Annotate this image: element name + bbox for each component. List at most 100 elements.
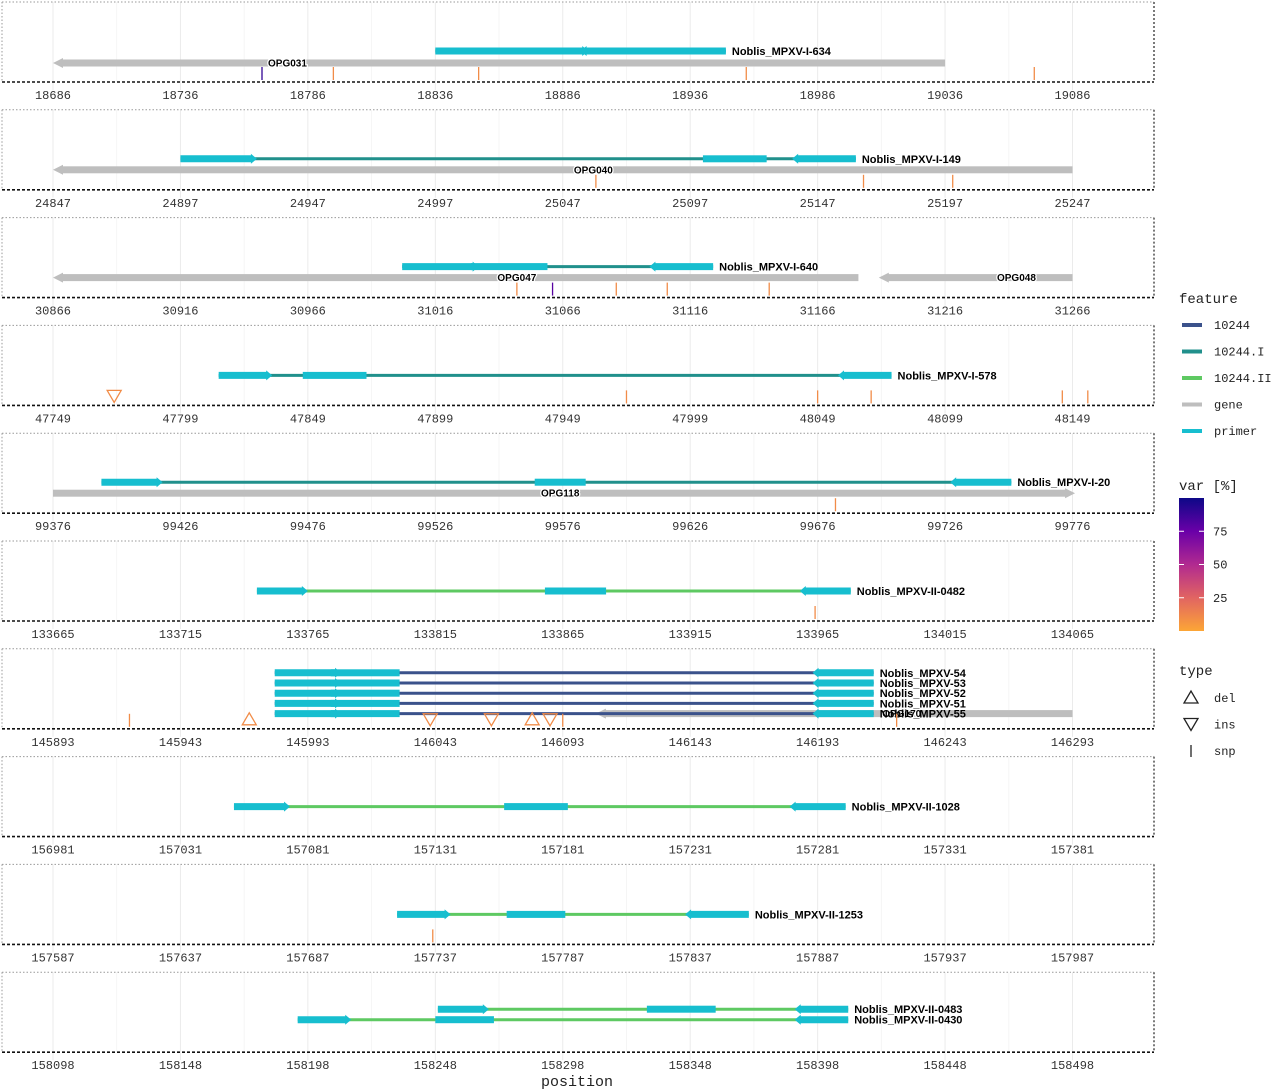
primer-reverse xyxy=(799,586,851,596)
primer-forward xyxy=(274,667,342,678)
tick-label: 134015 xyxy=(923,628,966,642)
amplicon-Noblis_MPXV-54: Noblis_MPXV-54 xyxy=(274,667,967,680)
tick-label: 158298 xyxy=(541,1059,584,1073)
tick-label: 133765 xyxy=(286,628,329,642)
primer-internal xyxy=(702,155,767,163)
tick-label: 157637 xyxy=(159,951,202,965)
amplicon-label: Noblis_MPXV-II-1253 xyxy=(755,909,863,921)
tick-label: 30966 xyxy=(290,305,326,319)
panel-frame xyxy=(1,971,1155,1053)
tick-label: 47799 xyxy=(162,412,198,426)
variant-ins xyxy=(541,713,559,728)
tick-label: 18936 xyxy=(672,89,708,103)
primer-internal xyxy=(330,699,400,707)
tick-label: 25197 xyxy=(927,197,963,211)
amplicon-label: Noblis_MPXV-II-0430 xyxy=(854,1015,962,1027)
tick-label: 145993 xyxy=(286,736,329,750)
tick-label: 157131 xyxy=(414,844,457,858)
tick-label: 31066 xyxy=(545,305,581,319)
tick-label: 158248 xyxy=(414,1059,457,1073)
amplicon-Noblis_MPXV-I-634: Noblis_MPXV-I-634 xyxy=(435,46,832,58)
tick-label: 47749 xyxy=(35,412,71,426)
primer-internal xyxy=(330,679,400,687)
panel-frame xyxy=(1,756,1155,838)
amplicon-Noblis_MPXV-II-0482: Noblis_MPXV-II-0482 xyxy=(256,586,965,598)
amplicon-label: Noblis_MPXV-II-0483 xyxy=(854,1004,962,1016)
panel-9: 157587 157637 157687 157737 157787 157837 1578… xyxy=(1,863,1155,965)
amplicon-label: Noblis_MPXV-I-640 xyxy=(719,262,818,274)
gene-label: OPG047 xyxy=(497,273,536,284)
colorbar-tick-label: 50 xyxy=(1213,559,1227,573)
tick-label: 30866 xyxy=(35,305,71,319)
panel-frame xyxy=(1,1,1155,83)
legend-label-snp: snp xyxy=(1214,745,1236,759)
primer-internal xyxy=(506,910,566,918)
tick-label: 145893 xyxy=(31,736,74,750)
primer-reverse xyxy=(838,370,892,381)
gene-bar xyxy=(61,59,946,67)
gene-arrowhead xyxy=(53,58,63,68)
variant-ins xyxy=(422,713,439,728)
legend-label-del: del xyxy=(1214,692,1236,706)
tick-label: 47899 xyxy=(417,412,453,426)
tick-label: 31016 xyxy=(417,305,453,319)
tick-label: 24847 xyxy=(35,197,71,211)
tick-label: 157787 xyxy=(541,951,584,965)
gene-OPG118: OPG118 xyxy=(53,487,1076,501)
tick-label: 133915 xyxy=(669,628,712,642)
tick-label: 158348 xyxy=(669,1059,712,1073)
tick-label: 25147 xyxy=(800,197,836,211)
tick-label: 18686 xyxy=(35,89,71,103)
amplicon-label: Noblis_MPXV-52 xyxy=(880,688,966,700)
amplicon-Noblis_MPXV-53: Noblis_MPXV-53 xyxy=(274,678,966,690)
amplicon-label: Noblis_MPXV-II-1028 xyxy=(852,802,960,814)
primer-reverse xyxy=(789,801,846,812)
amplicon-Noblis_MPXV-I-20: Noblis_MPXV-I-20 xyxy=(101,477,1110,489)
legend-var-title: var [%] xyxy=(1179,479,1238,495)
primer-reverse xyxy=(950,477,1012,488)
amplicon-Noblis_MPXV-51: Noblis_MPXV-51 xyxy=(274,698,966,710)
colorbar-tick-label: 25 xyxy=(1213,592,1227,606)
amplicon-Noblis_MPXV-I-640: Noblis_MPXV-I-640 xyxy=(402,261,818,274)
legend-type-title: type xyxy=(1179,664,1213,680)
variant-del xyxy=(241,711,258,726)
primer-internal xyxy=(544,587,607,595)
amplicon-label: Noblis_MPXV-54 xyxy=(880,668,967,680)
primer-internal xyxy=(302,371,367,379)
tick-label: 157737 xyxy=(414,951,457,965)
amplicon-Noblis_MPXV-II-0483: Noblis_MPXV-II-0483 xyxy=(437,1004,962,1016)
tick-label: 157937 xyxy=(923,951,966,965)
gene-arrowhead xyxy=(53,272,63,283)
tick-label: 48149 xyxy=(1055,412,1091,426)
amplicon-label: Noblis_MPXV-53 xyxy=(880,678,966,690)
tick-label: 146143 xyxy=(669,736,712,750)
gene-OPG048: OPG048 xyxy=(878,272,1073,285)
tick-label: 158498 xyxy=(1051,1059,1094,1073)
tick-label: 31216 xyxy=(927,305,963,319)
legend-label-gene: gene xyxy=(1214,399,1243,413)
primer-reverse xyxy=(812,678,874,688)
primer-reverse xyxy=(649,261,714,272)
gene-arrowhead xyxy=(1065,488,1076,499)
tick-label: 31266 xyxy=(1055,305,1091,319)
tick-label: 156981 xyxy=(31,844,74,858)
x-axis-title: position xyxy=(541,1074,613,1091)
tick-label: 18786 xyxy=(290,89,326,103)
legend-label-primer: primer xyxy=(1214,425,1257,439)
tick-label: 158098 xyxy=(31,1059,74,1073)
primer-forward xyxy=(180,153,257,164)
tick-label: 47949 xyxy=(545,412,581,426)
panel-6: 133665 133715 133765 133815 133865 133915 1339… xyxy=(1,540,1155,642)
panel-frame xyxy=(1,324,1155,407)
tick-label: 146243 xyxy=(923,736,966,750)
amplicon-label: Noblis_MPXV-51 xyxy=(880,698,966,710)
panel-frame xyxy=(1,432,1155,515)
primer-internal xyxy=(471,263,548,271)
tick-label: 19086 xyxy=(1055,89,1091,103)
variant-del xyxy=(524,711,541,726)
panel-5: 99376 99426 99476 99526 99576 99626 99676 99726… xyxy=(1,432,1155,534)
primer-reverse xyxy=(812,688,874,699)
tick-label: 133715 xyxy=(159,628,202,642)
tick-label: 99576 xyxy=(545,520,581,534)
